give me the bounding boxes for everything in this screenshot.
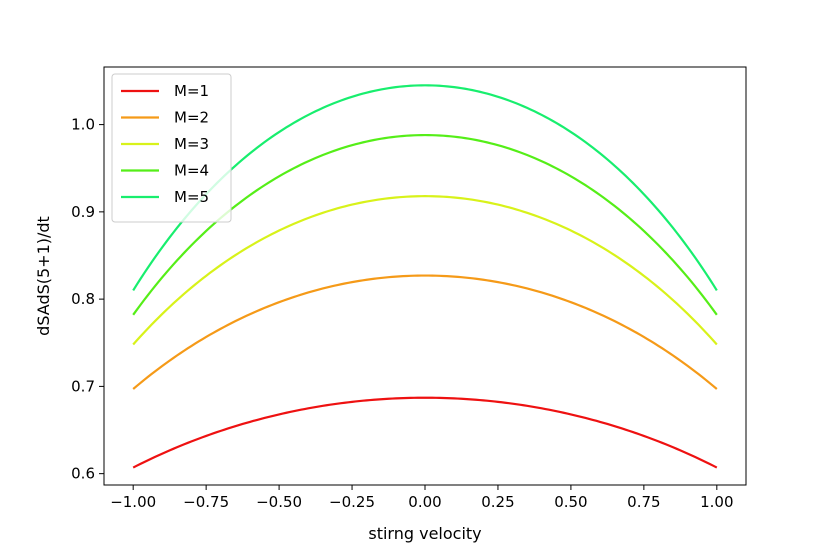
x-tick-label: −0.25 (329, 493, 375, 511)
y-tick-label: 0.8 (71, 290, 95, 308)
y-tick-label: 0.6 (71, 465, 95, 483)
x-tick-label: 1.00 (700, 493, 733, 511)
legend-item: M=2 (121, 109, 209, 127)
series-line-m2 (132, 274, 718, 390)
y-tick-label: 0.7 (71, 377, 95, 395)
legend-item: M=3 (121, 135, 209, 153)
y-axis-label: dSAdS(5+1)/dt (34, 216, 53, 336)
legend-label: M=5 (174, 188, 209, 206)
legend-box (111, 73, 232, 223)
x-tick-label: −0.75 (183, 493, 229, 511)
plot-frame (103, 66, 747, 486)
legend-item: M=5 (121, 188, 209, 206)
x-tick-label: 0.00 (408, 493, 441, 511)
legend-label: M=4 (174, 162, 209, 180)
x-tick-label: 0.75 (627, 493, 660, 511)
legend-label: M=3 (174, 135, 209, 153)
x-axis-label: stirng velocity (368, 524, 481, 543)
y-tick-label: 0.9 (71, 203, 95, 221)
series-line-m3 (132, 195, 718, 346)
series-line-m1 (132, 396, 718, 469)
x-tick-label: 0.25 (481, 493, 514, 511)
x-tick-label: −0.50 (256, 493, 302, 511)
legend-label: M=1 (174, 82, 209, 100)
legend-item: M=4 (121, 162, 209, 180)
legend: M=1 M=2 M=3 M=4 M=5 (111, 73, 232, 223)
x-tick-label: 0.50 (554, 493, 587, 511)
x-axis: −1.00 −0.75 −0.50 −0.25 0.00 0.25 0.50 0.75 1.00 (110, 485, 734, 511)
y-axis: 0.6 0.7 0.8 0.9 1.0 (71, 116, 104, 483)
legend-label: M=2 (174, 109, 209, 127)
legend-item: M=1 (121, 82, 209, 100)
y-tick-label: 1.0 (71, 116, 95, 134)
x-tick-label: −1.00 (110, 493, 156, 511)
